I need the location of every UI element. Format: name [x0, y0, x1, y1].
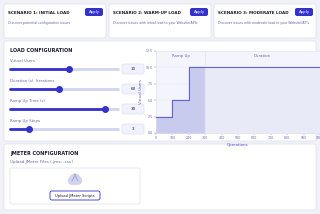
Text: JMETER CONFIGURATION: JMETER CONFIGURATION — [10, 150, 78, 156]
Text: Discover issues with moderate load to your Website/APIs: Discover issues with moderate load to yo… — [218, 21, 309, 25]
FancyBboxPatch shape — [4, 144, 316, 210]
Text: Apply: Apply — [89, 10, 100, 14]
FancyBboxPatch shape — [109, 4, 211, 38]
Text: Upload JMeter Scripts: Upload JMeter Scripts — [55, 193, 95, 198]
Text: Discover potential configuration issues: Discover potential configuration issues — [8, 21, 70, 25]
Text: Virtual Users: Virtual Users — [10, 59, 35, 63]
FancyBboxPatch shape — [50, 191, 100, 200]
FancyBboxPatch shape — [122, 64, 144, 74]
Text: SCENARIO 1: INITIAL LOAD: SCENARIO 1: INITIAL LOAD — [8, 11, 70, 15]
Circle shape — [70, 174, 80, 184]
Circle shape — [68, 177, 76, 184]
Text: Ramp Up Time (s): Ramp Up Time (s) — [10, 99, 45, 103]
FancyBboxPatch shape — [295, 8, 313, 16]
Text: 30: 30 — [130, 107, 136, 111]
FancyBboxPatch shape — [214, 4, 316, 38]
Text: Apply: Apply — [194, 10, 204, 14]
FancyBboxPatch shape — [4, 4, 106, 38]
Circle shape — [75, 177, 82, 184]
Text: 10: 10 — [131, 67, 136, 71]
Text: SCENARIO 2: WARM-UP LOAD: SCENARIO 2: WARM-UP LOAD — [113, 11, 181, 15]
Text: SCENARIO 3: MODERATE LOAD: SCENARIO 3: MODERATE LOAD — [218, 11, 289, 15]
Text: Duration: Duration — [254, 54, 271, 58]
FancyBboxPatch shape — [122, 84, 144, 94]
Text: 3: 3 — [132, 127, 134, 131]
Text: Discover issues with initial load to your Website/APIs: Discover issues with initial load to you… — [113, 21, 197, 25]
X-axis label: Operations: Operations — [227, 143, 249, 147]
FancyBboxPatch shape — [122, 104, 144, 114]
Text: Ramp Up Steps: Ramp Up Steps — [10, 119, 40, 123]
FancyBboxPatch shape — [190, 8, 208, 16]
Text: Apply: Apply — [299, 10, 309, 14]
FancyBboxPatch shape — [85, 8, 103, 16]
FancyBboxPatch shape — [10, 168, 140, 204]
Text: Duration (s)  Iterations: Duration (s) Iterations — [10, 79, 54, 83]
Text: Ramp Up: Ramp Up — [172, 54, 189, 58]
Text: LOAD CONFIGURATION: LOAD CONFIGURATION — [10, 48, 72, 52]
Text: 60: 60 — [130, 87, 136, 91]
FancyBboxPatch shape — [122, 124, 144, 134]
Text: Upload JMeter Files (.jmx, .csv): Upload JMeter Files (.jmx, .csv) — [10, 160, 73, 164]
Y-axis label: Virtual Users: Virtual Users — [139, 80, 142, 104]
FancyBboxPatch shape — [4, 41, 316, 141]
